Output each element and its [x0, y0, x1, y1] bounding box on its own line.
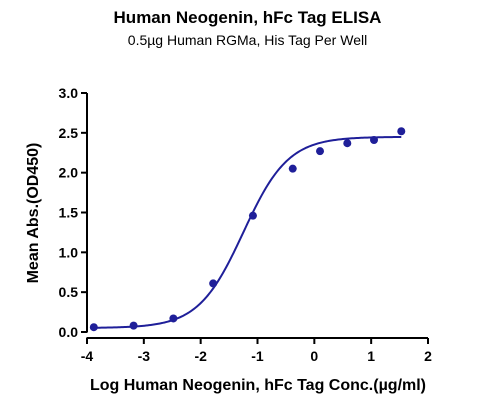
- fit-curve: [93, 135, 402, 329]
- data-point: [316, 147, 325, 156]
- y-axis-label: Mean Abs.(OD450): [25, 143, 42, 284]
- y-tick-label: 1.5: [59, 205, 79, 221]
- x-tick-label: -4: [81, 348, 94, 364]
- x-tick-label: -3: [138, 348, 151, 364]
- y-tick-label: 1.0: [59, 244, 79, 260]
- data-point: [343, 139, 352, 148]
- data-point: [169, 314, 178, 323]
- chart-title: Human Neogenin, hFc Tag ELISA: [113, 8, 382, 27]
- x-tick-label: -1: [251, 348, 264, 364]
- x-tick-label: 1: [367, 348, 375, 364]
- x-tick-label: 0: [310, 348, 318, 364]
- chart-subtitle: 0.5µg Human RGMa, His Tag Per Well: [127, 32, 368, 48]
- data-point: [248, 211, 257, 220]
- x-tick-label: -2: [194, 348, 207, 364]
- x-tick-label: 2: [424, 348, 432, 364]
- data-point: [89, 323, 98, 332]
- y-tick-label: 3.0: [59, 85, 79, 101]
- data-point: [129, 321, 138, 330]
- x-axis-label: Log Human Neogenin, hFc Tag Conc.(µg/ml): [90, 377, 426, 394]
- data-point: [370, 136, 379, 145]
- axes: 0.0 0.5 1.0 1.5 2.0 2.5 3.0 -4 -3 -2 -1 0 1 2: [59, 85, 433, 364]
- y-tick-label: 0.5: [59, 284, 79, 300]
- y-tick-label: 0.0: [59, 324, 79, 340]
- fit-curve-layer: [93, 135, 402, 329]
- data-points-layer: [89, 127, 406, 332]
- data-point: [397, 127, 406, 136]
- data-point: [209, 279, 218, 288]
- y-tick-label: 2.0: [59, 165, 79, 181]
- data-point: [288, 164, 297, 173]
- y-tick-label: 2.5: [59, 125, 79, 141]
